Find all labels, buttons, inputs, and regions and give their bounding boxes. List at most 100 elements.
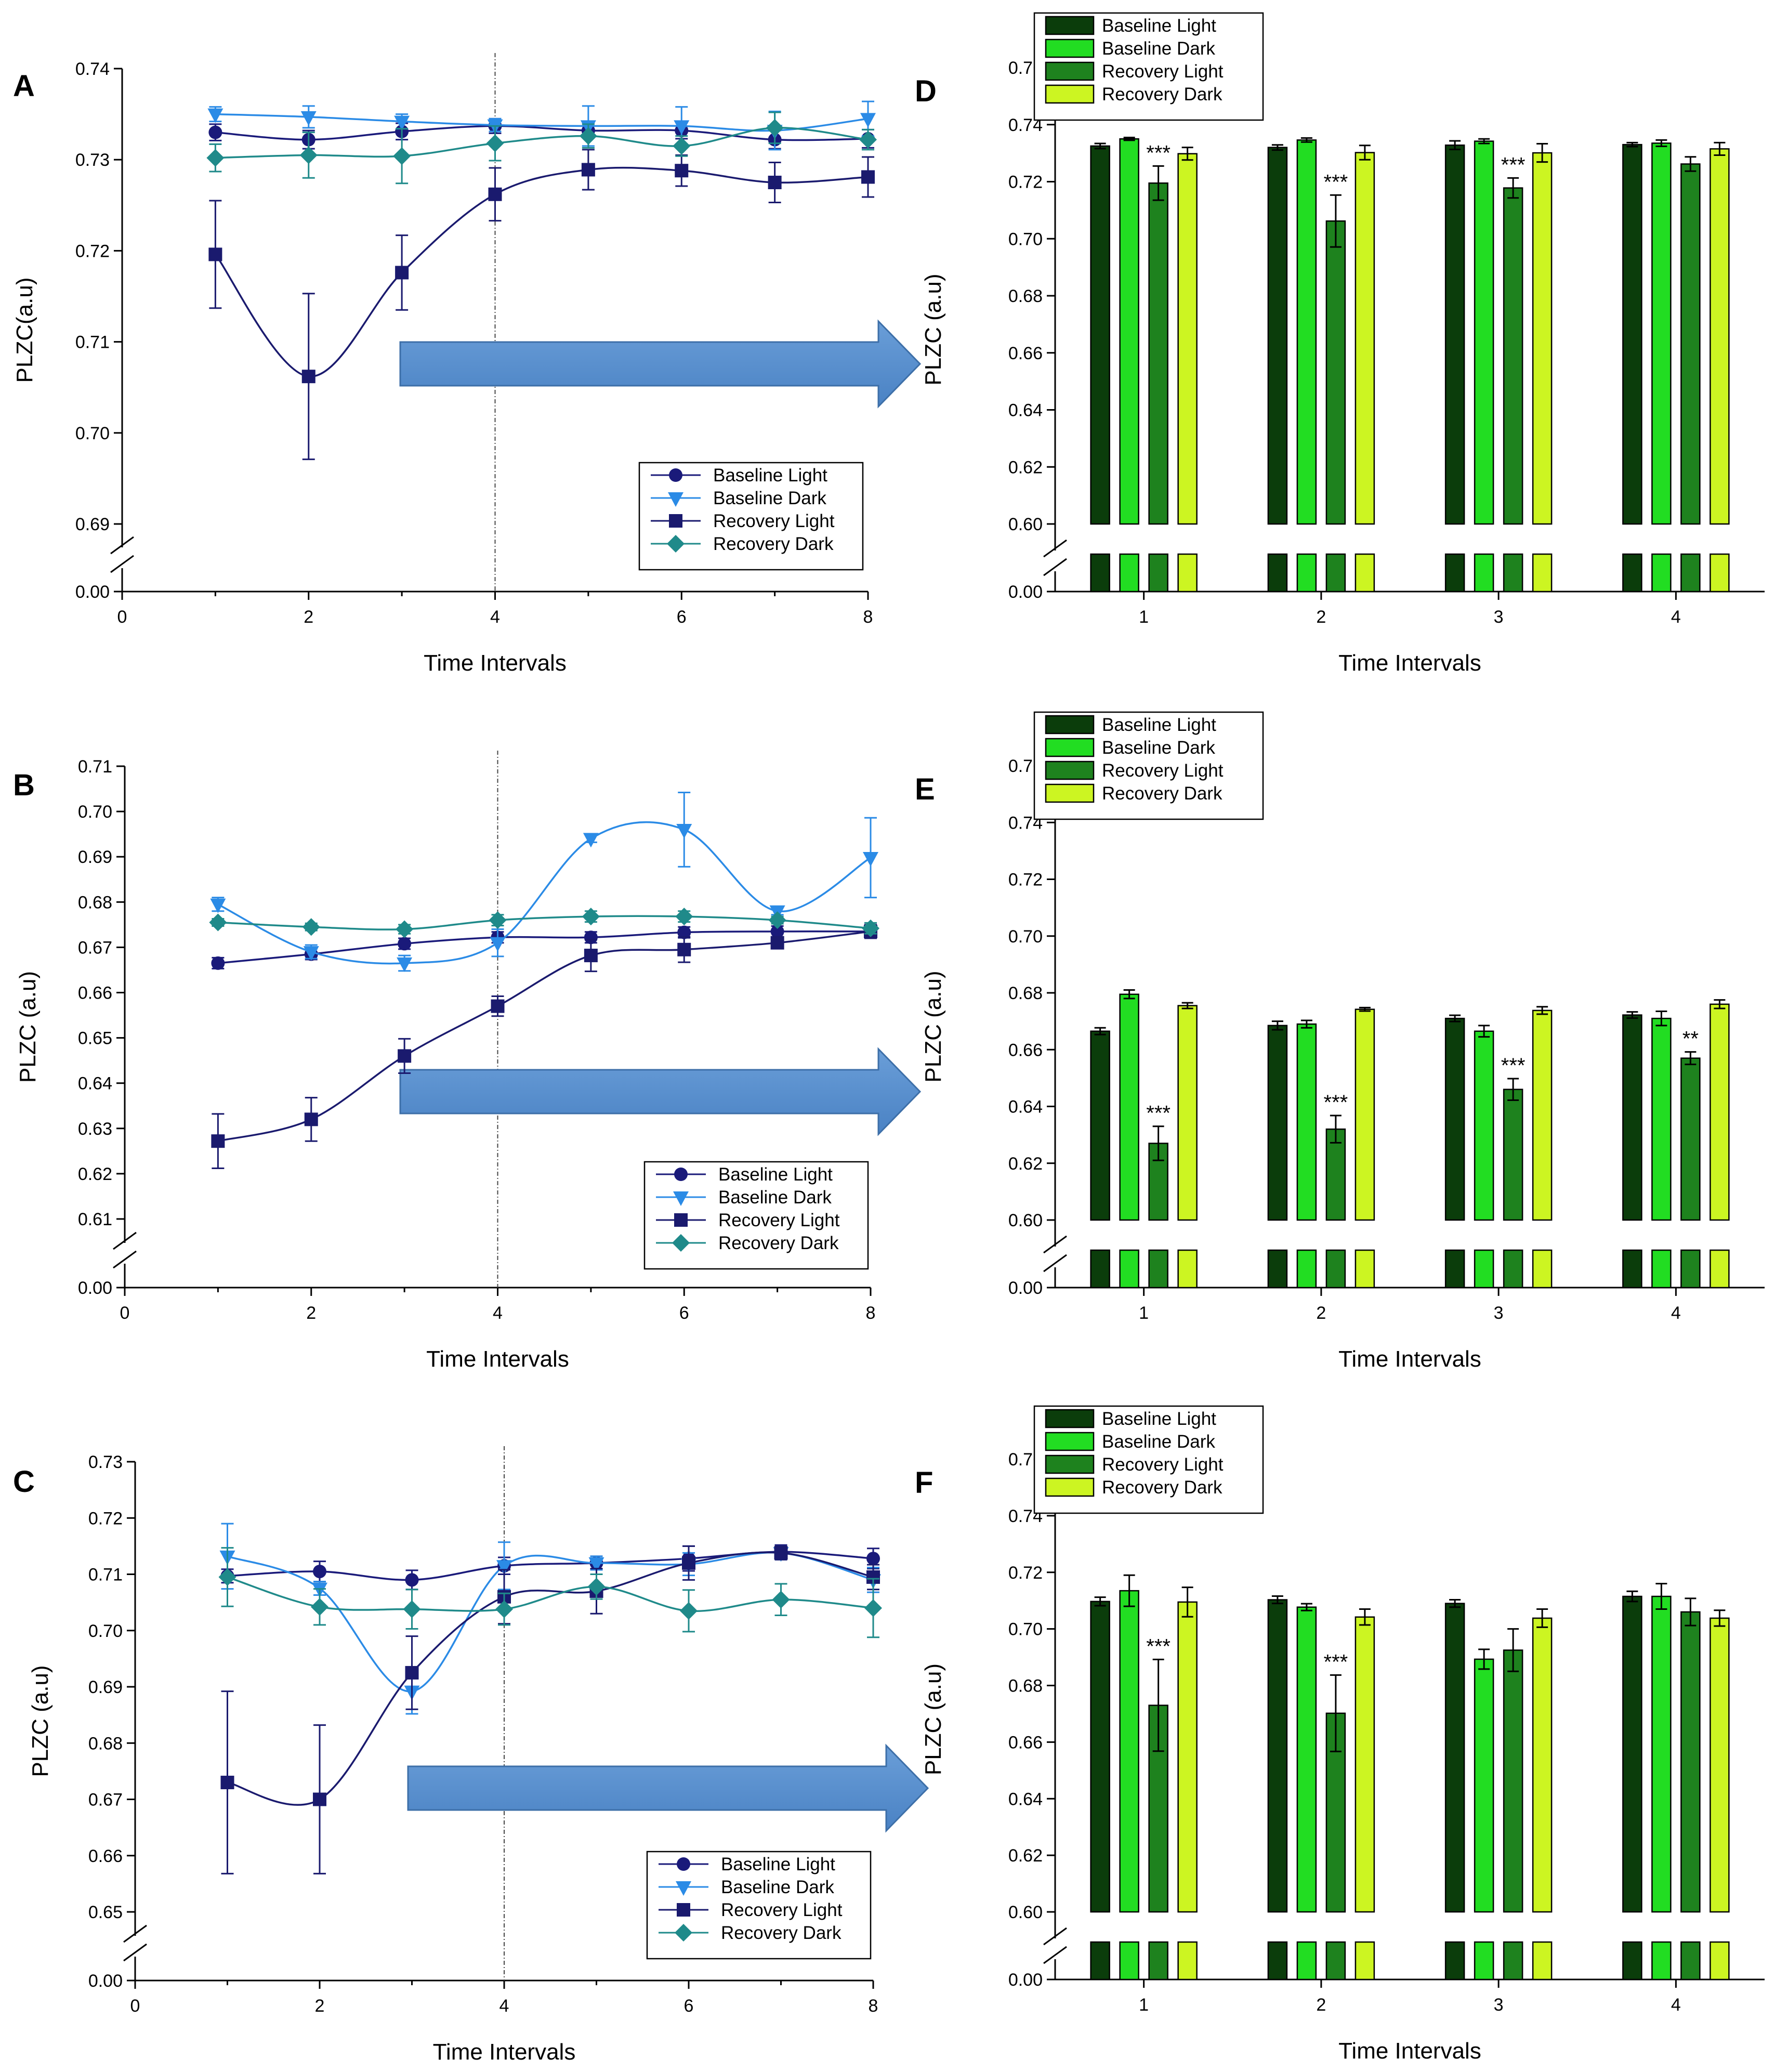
legend-swatch <box>1045 1477 1095 1497</box>
y-tick-label: 0.66 <box>1008 1733 1043 1752</box>
legend-marker <box>676 1881 691 1896</box>
data-point <box>677 925 691 939</box>
arrow-shape <box>399 1047 922 1136</box>
y-tick-label: 0.64 <box>1008 401 1043 421</box>
bar <box>1651 1595 1672 1913</box>
bar-stub <box>1296 553 1317 593</box>
y-axis-label: PLZC (a.u) <box>921 1663 946 1775</box>
legend-label: Recovery Dark <box>721 1923 842 1943</box>
data-point <box>673 137 691 155</box>
y-tick-label: 0.60 <box>1008 515 1043 534</box>
data-point <box>488 187 502 201</box>
data-point <box>489 911 507 929</box>
data-point <box>211 1134 225 1148</box>
x-tick-label: 8 <box>869 1996 878 2016</box>
y-tick-label: 0.68 <box>1008 286 1043 306</box>
axis-break-mark <box>113 1231 137 1250</box>
bar <box>1532 1009 1553 1221</box>
y-tick-label: 0.60 <box>1008 1903 1043 1922</box>
legend-swatch <box>1045 38 1095 58</box>
data-point <box>490 937 506 952</box>
bar <box>1090 1601 1110 1913</box>
data-point <box>768 176 782 189</box>
bar <box>1296 1606 1317 1913</box>
legend-swatch <box>1045 1432 1095 1451</box>
legend-label: Baseline Light <box>721 1854 835 1874</box>
axis-break-mark <box>1043 1254 1067 1273</box>
legend-marker <box>667 535 685 553</box>
data-point <box>209 913 227 932</box>
x-tick-label: 3 <box>1494 607 1504 627</box>
y-tick-label: 0.70 <box>75 424 110 443</box>
data-point <box>304 1112 318 1126</box>
data-point <box>398 937 412 951</box>
y-tick-label: 0.65 <box>78 1029 112 1048</box>
legend-label: Baseline Dark <box>1102 38 1215 59</box>
data-point <box>770 924 784 938</box>
panel-letter: F <box>915 1466 933 1500</box>
y-axis-label: PLZC (a.u) <box>921 971 946 1082</box>
significance-marker: *** <box>1324 1091 1348 1114</box>
significance-marker: *** <box>1324 1650 1348 1673</box>
legend-label: Recovery Light <box>718 1210 840 1230</box>
y-tick-label: 0.67 <box>88 1790 123 1810</box>
bar-stub <box>1355 1249 1375 1289</box>
x-axis-label: Time Intervals <box>1338 650 1481 676</box>
y-tick-label: 0.67 <box>78 938 112 958</box>
data-point <box>582 908 600 926</box>
panel-letter: D <box>915 74 937 108</box>
y-axis-label: PLZC (a.u) <box>15 971 41 1083</box>
bar-stub <box>1532 553 1553 593</box>
data-point <box>766 119 784 137</box>
bar <box>1177 1005 1198 1221</box>
bar <box>1177 153 1198 525</box>
bar-stub <box>1119 1249 1139 1289</box>
bar <box>1325 1128 1346 1221</box>
x-tick-label: 2 <box>304 607 313 627</box>
bar-stub <box>1680 1249 1701 1289</box>
y-tick-label: 0.62 <box>1008 1846 1043 1866</box>
y-tick-label: 0.69 <box>75 515 110 534</box>
bar-stub <box>1090 553 1110 593</box>
significance-marker: *** <box>1501 153 1526 176</box>
y-tick-label: 0.64 <box>1008 1097 1043 1117</box>
x-tick-label: 4 <box>1671 1303 1681 1323</box>
x-tick-label: 4 <box>490 607 500 627</box>
data-point <box>405 1666 419 1680</box>
data-point <box>587 1578 606 1596</box>
bar-stub <box>1503 1941 1523 1981</box>
bar <box>1296 139 1317 525</box>
significance-marker: *** <box>1501 1054 1526 1077</box>
data-point <box>302 918 320 936</box>
data-point <box>398 1049 412 1063</box>
y-tick-label: 0.68 <box>1008 1676 1043 1696</box>
axis-break-mark <box>113 1250 137 1269</box>
y-tick-label: 0.74 <box>75 59 110 79</box>
legend-label: Recovery Light <box>1102 61 1224 82</box>
series-line <box>215 125 869 141</box>
bar <box>1325 220 1346 525</box>
panel-E: E0.600.620.640.660.680.700.720.740.760.0… <box>915 711 1765 1372</box>
legend-label: Baseline Light <box>1102 1409 1216 1429</box>
bar-stub <box>1296 1941 1317 1981</box>
bar <box>1355 1616 1375 1913</box>
bar-stub <box>1090 1249 1110 1289</box>
data-point <box>396 920 414 938</box>
axis-break-mark <box>1043 1927 1067 1946</box>
bar <box>1296 1023 1317 1221</box>
bar <box>1532 152 1553 525</box>
bar <box>1355 152 1375 525</box>
legend-label: Recovery Light <box>1102 1454 1224 1475</box>
bar <box>1267 1025 1288 1221</box>
significance-marker: *** <box>1324 171 1348 193</box>
data-point <box>675 908 693 926</box>
bar-stub <box>1444 553 1465 593</box>
bar <box>1710 1003 1730 1221</box>
y-tick-label: 0.69 <box>88 1677 123 1697</box>
legend-marker <box>672 1234 690 1252</box>
bar-stub <box>1148 553 1168 593</box>
data-point <box>210 898 226 913</box>
data-point <box>486 134 504 152</box>
legend-swatch <box>1045 84 1095 104</box>
